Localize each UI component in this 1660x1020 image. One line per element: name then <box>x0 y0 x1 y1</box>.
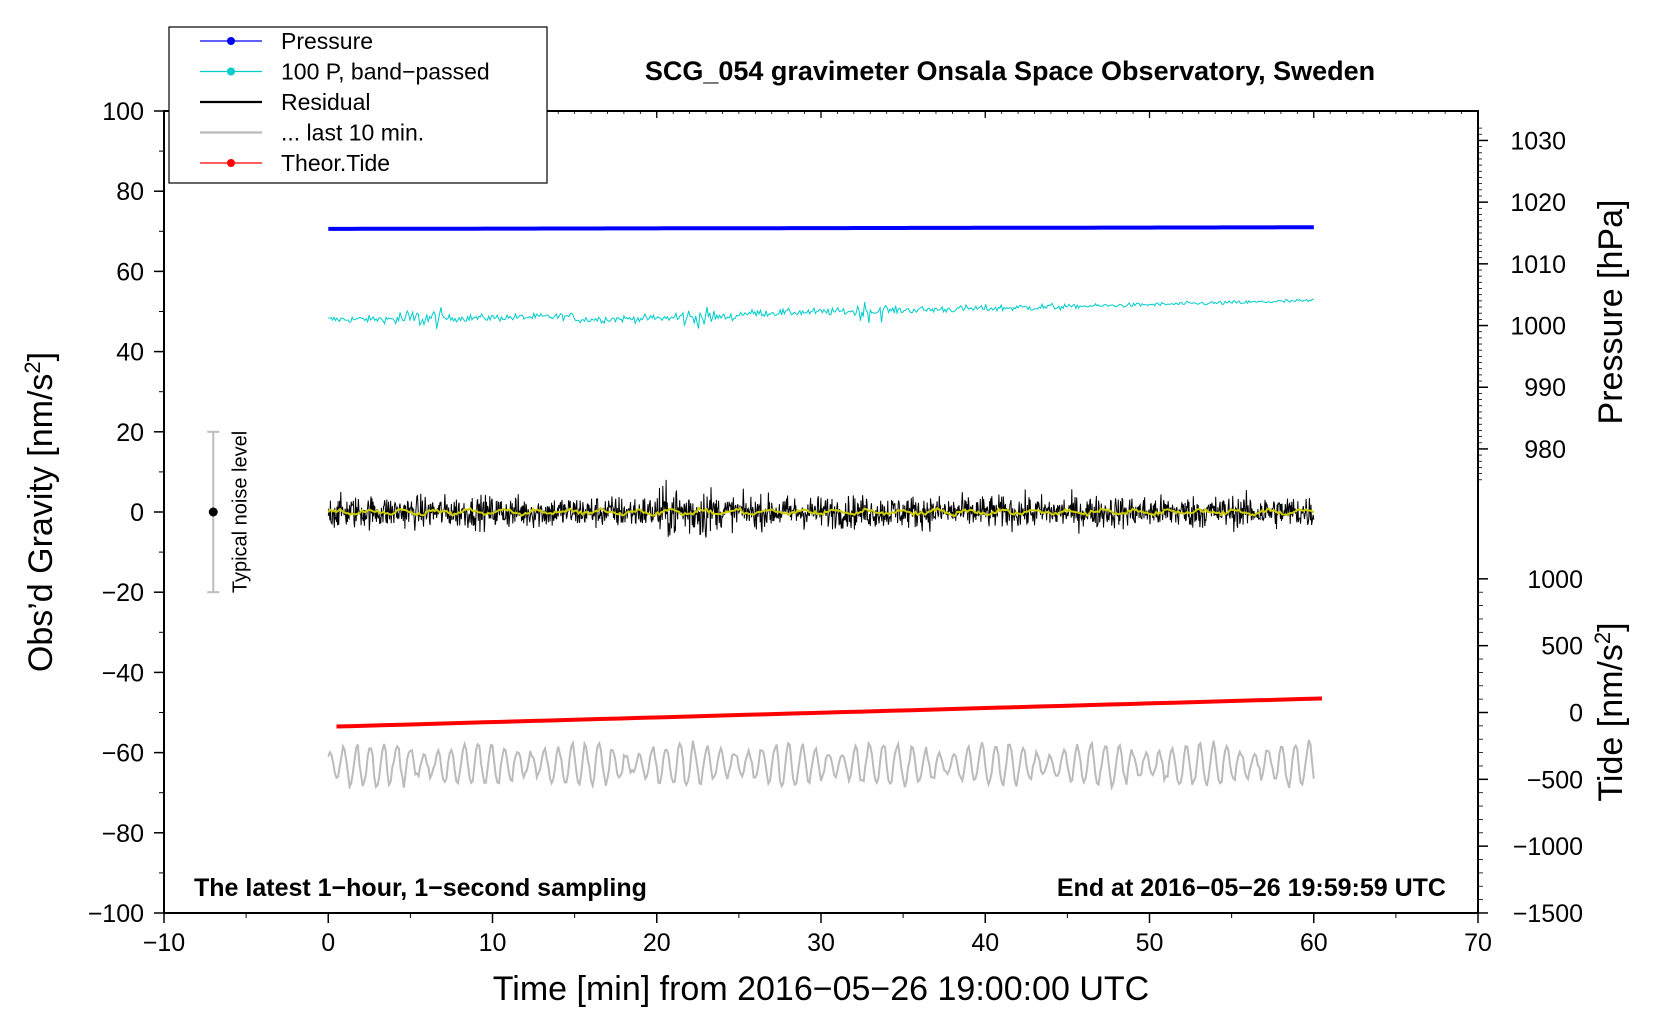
x-axis-title: Time [min] from 2016−05−26 19:00:00 UTC <box>493 970 1149 1008</box>
legend: Pressure 100 P, band−passed Residual ... la… <box>168 26 548 184</box>
pressure-tick-label: 990 <box>1524 374 1566 402</box>
y-axis-pressure: 980 990 1000 1010 1020 1030 <box>1478 127 1566 481</box>
legend-marker <box>227 37 235 45</box>
series-last-10-min <box>327 739 1315 792</box>
tide-axis-title-sup: 2 <box>1590 632 1615 644</box>
tide-tick-label: −1000 <box>1513 833 1583 861</box>
x-tick-label: 20 <box>643 929 671 957</box>
tide-tick-label: 500 <box>1541 633 1583 661</box>
series-band-passed-pressure <box>328 298 1315 329</box>
legend-label: Residual <box>281 89 371 115</box>
y-tick-label: 60 <box>116 258 144 286</box>
series-residual-smoothed <box>327 506 1315 518</box>
y-tick-label: −100 <box>88 900 144 928</box>
y-tick-label: 100 <box>102 98 144 126</box>
pressure-axis-title: Pressure [hPa] <box>1592 200 1630 425</box>
legend-label: 100 P, band−passed <box>281 59 490 85</box>
legend-label: Pressure <box>281 28 373 54</box>
y-axis-title-end: ] <box>22 352 60 361</box>
pressure-tick-label: 1000 <box>1510 313 1566 341</box>
tide-tick-label: −1500 <box>1513 900 1583 928</box>
x-tick-label: 60 <box>1300 929 1328 957</box>
x-tick-label: 10 <box>479 929 507 957</box>
tide-tick-label: 1000 <box>1527 566 1583 594</box>
tide-tick-label: −500 <box>1527 766 1583 794</box>
y-axis-title: Obs’d Gravity [nm/s2] <box>20 352 60 672</box>
x-tick-label: 50 <box>1136 929 1164 957</box>
noise-bar-label: Typical noise level <box>229 431 251 593</box>
legend-label: ... last 10 min. <box>281 120 424 146</box>
x-tick-label: 70 <box>1464 929 1492 957</box>
annotation-end-time: End at 2016−05−26 19:59:59 UTC <box>1057 874 1446 902</box>
x-tick-label: 30 <box>807 929 835 957</box>
legend-entries: Pressure 100 P, band−passed Residual ... la… <box>200 28 490 176</box>
y-tick-label: −20 <box>102 579 144 607</box>
noise-bar: Typical noise level <box>207 430 251 594</box>
x-tick-label: −10 <box>143 929 185 957</box>
chart-title: SCG_054 gravimeter Onsala Space Observat… <box>645 56 1375 86</box>
y-axis-title-main: Obs’d Gravity [nm/s <box>22 374 60 673</box>
x-tick-label: 40 <box>971 929 999 957</box>
legend-marker <box>227 159 235 167</box>
y-tick-label: −60 <box>102 740 144 768</box>
annotation-sampling: The latest 1−hour, 1−second sampling <box>194 874 647 902</box>
series-layer <box>327 225 1323 792</box>
tide-axis-title: Tide [nm/s2] <box>1590 622 1630 801</box>
x-axis: −10 0 10 20 30 40 50 60 70 <box>143 111 1492 957</box>
pressure-tick-label: 1010 <box>1510 251 1566 279</box>
x-tick-label: 0 <box>321 929 335 957</box>
series-theoretical-tide <box>336 696 1323 729</box>
y-tick-label: −80 <box>102 820 144 848</box>
y-axis-gravity: −100 −80 −60 −40 −20 0 20 40 60 80 100 <box>88 98 164 928</box>
pressure-tick-label: 1030 <box>1510 127 1566 155</box>
tide-tick-label: 0 <box>1569 700 1583 728</box>
y-tick-label: 20 <box>116 419 144 447</box>
tide-axis-title-end: ] <box>1592 622 1630 631</box>
y-axis-title-sup: 2 <box>20 361 45 373</box>
legend-box <box>168 26 548 184</box>
pressure-tick-label: 980 <box>1524 436 1566 464</box>
y-tick-label: −40 <box>102 659 144 687</box>
tide-axis-title-main: Tide [nm/s <box>1592 644 1630 801</box>
legend-marker <box>227 67 235 76</box>
pressure-tick-label: 1020 <box>1510 189 1566 217</box>
series-pressure <box>328 225 1314 231</box>
legend-label: Theor.Tide <box>281 150 390 176</box>
y-tick-label: 0 <box>130 499 144 527</box>
noise-bar-center-dot <box>208 507 218 517</box>
y-axis-tide: −1500 −1000 −500 0 500 1000 <box>1478 566 1583 928</box>
y-tick-label: 40 <box>116 339 144 367</box>
y-tick-label: 80 <box>116 178 144 206</box>
